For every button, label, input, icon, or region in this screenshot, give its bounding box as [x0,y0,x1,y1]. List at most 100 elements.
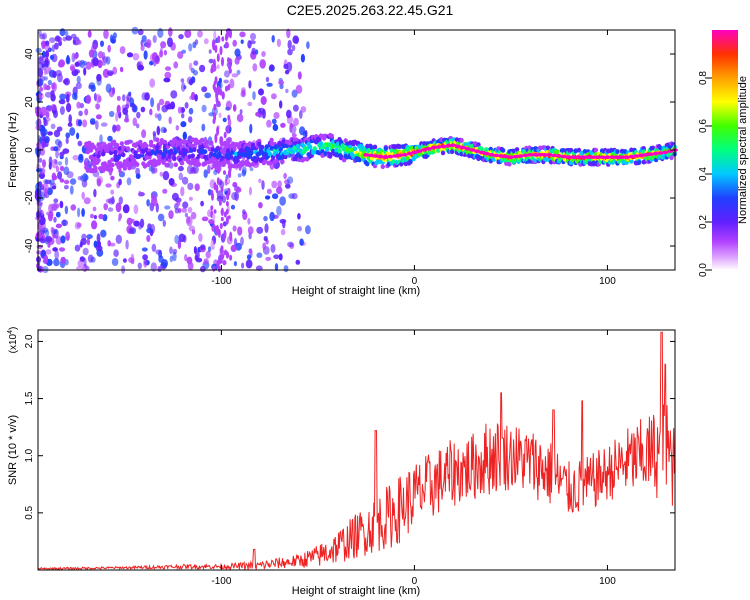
noise-blob [218,112,222,119]
noise-blob [149,228,154,237]
noise-blob [168,178,175,186]
noise-blob [174,197,182,203]
noise-blob [232,225,237,232]
noise-blob [213,209,217,214]
noise-blob [146,235,151,242]
noise-blob [48,210,54,218]
noise-blob [82,119,88,128]
noise-blob [115,124,121,132]
spectral-cell [235,158,240,164]
noise-blob [276,186,283,195]
ridge-cell [522,153,529,158]
noise-blob [255,112,260,117]
noise-blob [283,265,289,273]
noise-blob [217,100,221,106]
noise-blob [276,38,281,48]
noise-blob [89,118,96,125]
noise-blob [249,123,253,134]
noise-blob [241,166,247,175]
spectral-cell [653,157,659,163]
spectral-cell [366,148,372,154]
noise-blob [186,165,194,175]
noise-blob [133,220,140,227]
spectral-cell [576,147,582,153]
noise-blob [81,179,88,188]
noise-blob [57,171,63,180]
noise-blob [270,243,276,253]
noise-blob [230,244,237,252]
noise-blob [142,254,149,261]
spectral-cell [476,142,481,148]
ridge-cell [464,147,471,151]
spectral-cell [555,149,560,155]
snr-ticks: -100 0 100 0.5 1.0 1.5 2.0 [24,330,675,587]
noise-blob [286,28,291,39]
noise-blob [56,203,60,209]
noise-blob [52,247,58,252]
colorbar-tick-label: 0.8 [698,71,709,85]
noise-blob [96,233,101,243]
noise-blob [152,35,157,43]
noise-blob [90,213,94,219]
spectral-cell [281,143,287,149]
colorbar: 0.0 0.2 0.4 0.6 0.8 Normalized spectral ampl… [698,30,749,277]
noise-blob [95,114,102,120]
noise-blob [161,259,168,268]
noise-blob [95,103,100,110]
noise-blob [150,97,155,108]
noise-blob [81,208,85,217]
noise-blob [63,185,69,190]
colorbar-tick-label: 0.4 [698,167,709,181]
noise-blob [210,67,214,74]
noise-blob [184,212,188,218]
noise-blob [74,221,81,230]
noise-blob [149,78,156,88]
ridge-cell [377,154,384,159]
noise-blob [38,207,42,217]
spectral-cell [325,146,330,152]
noise-blob [173,61,179,69]
noise-blob [130,253,135,262]
noise-blob [271,93,277,100]
noise-blob [92,57,99,66]
noise-blob [247,217,251,225]
noise-blob [229,78,235,89]
noise-blob [213,103,217,111]
noise-blob [266,82,273,87]
noise-blob [54,35,61,42]
noise-blob [131,26,139,35]
y-tick-label: 0.5 [24,505,35,519]
noise-blob [223,170,226,175]
spectral-cell [405,155,410,161]
noise-blob [102,214,108,222]
ridge-cell [483,151,490,156]
noise-blob [219,222,223,230]
noise-blob [279,218,287,224]
noise-blob [186,256,193,265]
spectral-cell [365,143,370,149]
noise-blob [200,244,206,251]
noise-blob [247,226,254,235]
spectral-cell [329,133,334,139]
noise-blob [234,57,240,65]
noise-blob [108,197,115,205]
noise-blob [74,69,81,74]
noise-blob [126,217,133,226]
noise-blob [181,176,189,185]
noise-blob [214,76,218,84]
noise-blob [49,37,56,43]
noise-blob [222,221,227,227]
spectral-cell [278,146,283,152]
noise-blob [225,85,228,92]
noise-blob [76,266,83,271]
noise-blob [228,58,232,64]
noise-blob [76,39,82,45]
x-tick-label: 0 [412,276,418,287]
spectral-cell [380,164,385,170]
noise-blob [86,234,93,240]
noise-blob [240,39,244,44]
noise-blob [96,176,103,184]
noise-blob [59,200,64,209]
noise-blob [246,254,252,260]
